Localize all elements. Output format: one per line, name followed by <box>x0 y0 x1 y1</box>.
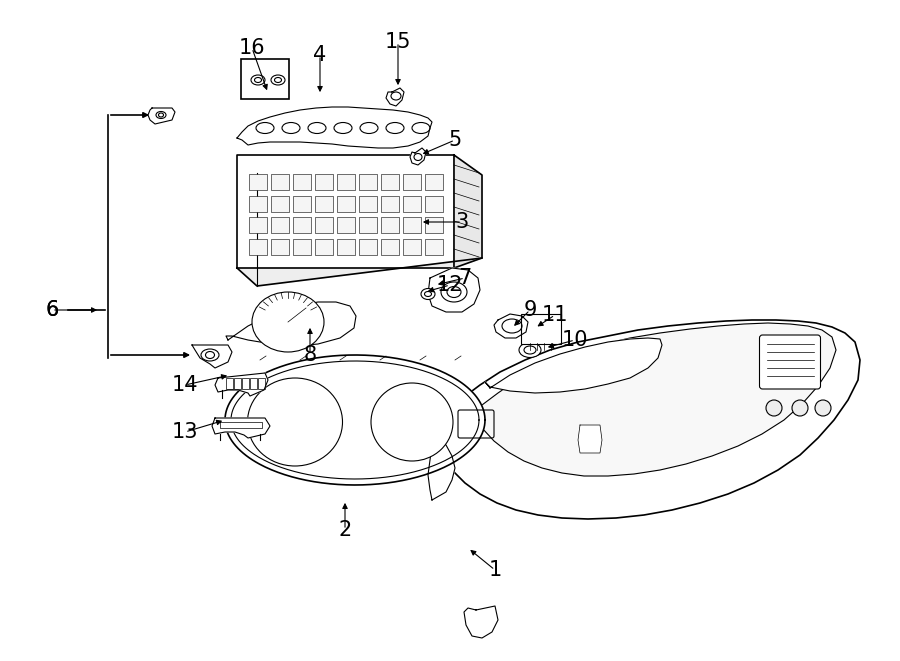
FancyBboxPatch shape <box>359 196 377 212</box>
Polygon shape <box>212 418 270 438</box>
FancyBboxPatch shape <box>249 239 267 255</box>
FancyBboxPatch shape <box>425 174 443 190</box>
FancyBboxPatch shape <box>271 196 289 212</box>
Polygon shape <box>386 88 404 106</box>
Polygon shape <box>430 320 860 519</box>
FancyBboxPatch shape <box>359 174 377 190</box>
Ellipse shape <box>519 342 541 358</box>
Polygon shape <box>237 258 482 286</box>
Polygon shape <box>578 425 602 453</box>
Text: 14: 14 <box>172 375 198 395</box>
Text: 3: 3 <box>455 212 469 232</box>
FancyBboxPatch shape <box>425 196 443 212</box>
FancyBboxPatch shape <box>271 239 289 255</box>
Polygon shape <box>237 107 432 148</box>
Text: 6: 6 <box>45 300 58 320</box>
Polygon shape <box>237 155 454 268</box>
FancyBboxPatch shape <box>760 335 821 389</box>
Polygon shape <box>428 440 455 500</box>
Ellipse shape <box>371 383 453 461</box>
FancyBboxPatch shape <box>293 174 311 190</box>
Polygon shape <box>494 314 528 338</box>
FancyBboxPatch shape <box>381 239 399 255</box>
Text: 5: 5 <box>448 130 462 150</box>
Text: 1: 1 <box>489 560 501 580</box>
FancyBboxPatch shape <box>359 217 377 233</box>
Ellipse shape <box>766 400 782 416</box>
Polygon shape <box>192 345 232 368</box>
Polygon shape <box>225 355 485 485</box>
FancyBboxPatch shape <box>293 217 311 233</box>
FancyBboxPatch shape <box>293 196 311 212</box>
Polygon shape <box>485 338 662 393</box>
FancyBboxPatch shape <box>403 239 421 255</box>
FancyBboxPatch shape <box>293 239 311 255</box>
Polygon shape <box>226 302 356 346</box>
FancyBboxPatch shape <box>249 174 267 190</box>
FancyBboxPatch shape <box>249 196 267 212</box>
FancyBboxPatch shape <box>271 174 289 190</box>
Text: 9: 9 <box>523 300 536 320</box>
FancyBboxPatch shape <box>381 174 399 190</box>
FancyBboxPatch shape <box>381 196 399 212</box>
Text: 2: 2 <box>338 520 352 540</box>
Text: 11: 11 <box>542 305 568 325</box>
Polygon shape <box>464 606 498 638</box>
FancyBboxPatch shape <box>403 217 421 233</box>
FancyBboxPatch shape <box>249 217 267 233</box>
Text: 16: 16 <box>238 38 266 58</box>
Text: 7: 7 <box>458 268 472 288</box>
FancyBboxPatch shape <box>241 59 289 99</box>
Polygon shape <box>428 268 480 312</box>
Text: 6: 6 <box>45 300 58 320</box>
Ellipse shape <box>271 75 285 85</box>
Polygon shape <box>454 155 482 268</box>
FancyBboxPatch shape <box>315 174 333 190</box>
FancyBboxPatch shape <box>403 196 421 212</box>
Ellipse shape <box>421 288 435 299</box>
FancyBboxPatch shape <box>425 217 443 233</box>
FancyBboxPatch shape <box>521 314 561 344</box>
Ellipse shape <box>792 400 808 416</box>
Polygon shape <box>215 373 268 396</box>
Text: 12: 12 <box>436 275 464 295</box>
Polygon shape <box>478 323 836 476</box>
Ellipse shape <box>252 292 324 352</box>
Ellipse shape <box>248 378 343 466</box>
Text: 13: 13 <box>172 422 198 442</box>
Ellipse shape <box>251 75 265 85</box>
Text: 15: 15 <box>385 32 411 52</box>
FancyBboxPatch shape <box>359 239 377 255</box>
FancyBboxPatch shape <box>337 196 355 212</box>
FancyBboxPatch shape <box>337 239 355 255</box>
FancyBboxPatch shape <box>337 217 355 233</box>
FancyBboxPatch shape <box>403 174 421 190</box>
Ellipse shape <box>815 400 831 416</box>
Text: 8: 8 <box>303 345 317 365</box>
Text: 10: 10 <box>562 330 589 350</box>
FancyBboxPatch shape <box>337 174 355 190</box>
FancyBboxPatch shape <box>315 196 333 212</box>
Polygon shape <box>148 108 175 124</box>
FancyBboxPatch shape <box>425 239 443 255</box>
FancyBboxPatch shape <box>315 217 333 233</box>
FancyBboxPatch shape <box>315 239 333 255</box>
Text: 4: 4 <box>313 45 327 65</box>
FancyBboxPatch shape <box>271 217 289 233</box>
Polygon shape <box>410 148 426 165</box>
FancyBboxPatch shape <box>381 217 399 233</box>
